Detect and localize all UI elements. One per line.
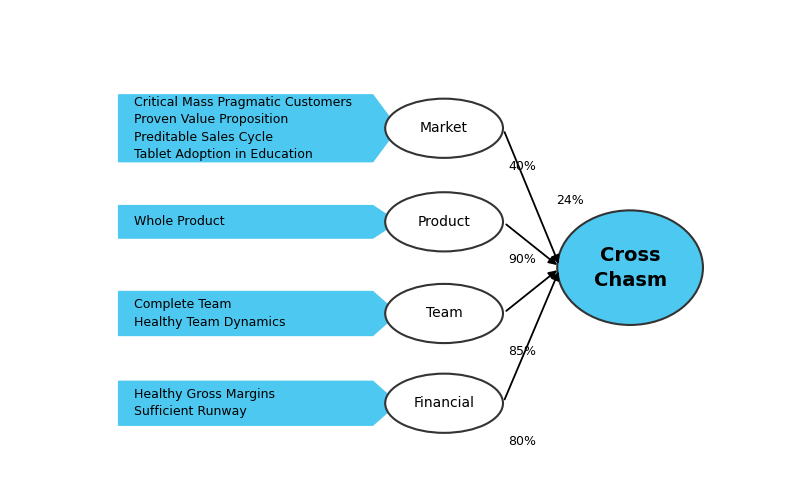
Ellipse shape xyxy=(386,99,503,158)
Text: Financial: Financial xyxy=(414,396,474,410)
Text: Product: Product xyxy=(418,215,470,229)
Text: Team: Team xyxy=(426,307,462,320)
Text: 85%: 85% xyxy=(508,345,536,358)
Text: 90%: 90% xyxy=(508,253,536,266)
Text: Whole Product: Whole Product xyxy=(134,215,225,228)
Polygon shape xyxy=(118,206,398,238)
Ellipse shape xyxy=(386,284,503,343)
Text: Critical Mass Pragmatic Customers
Proven Value Proposition
Preditable Sales Cycl: Critical Mass Pragmatic Customers Proven… xyxy=(134,96,352,161)
Ellipse shape xyxy=(386,192,503,251)
Text: 80%: 80% xyxy=(508,435,536,448)
Text: Market: Market xyxy=(420,121,468,135)
Polygon shape xyxy=(118,292,398,335)
Text: Cross
Chasm: Cross Chasm xyxy=(594,246,666,290)
Text: Healthy Gross Margins
Sufficient Runway: Healthy Gross Margins Sufficient Runway xyxy=(134,388,275,419)
Polygon shape xyxy=(118,381,398,425)
Text: Complete Team
Healthy Team Dynamics: Complete Team Healthy Team Dynamics xyxy=(134,298,286,329)
Ellipse shape xyxy=(386,373,503,433)
Polygon shape xyxy=(118,95,398,162)
Text: 24%: 24% xyxy=(556,194,583,207)
Ellipse shape xyxy=(558,210,703,325)
Text: 40%: 40% xyxy=(508,160,536,173)
